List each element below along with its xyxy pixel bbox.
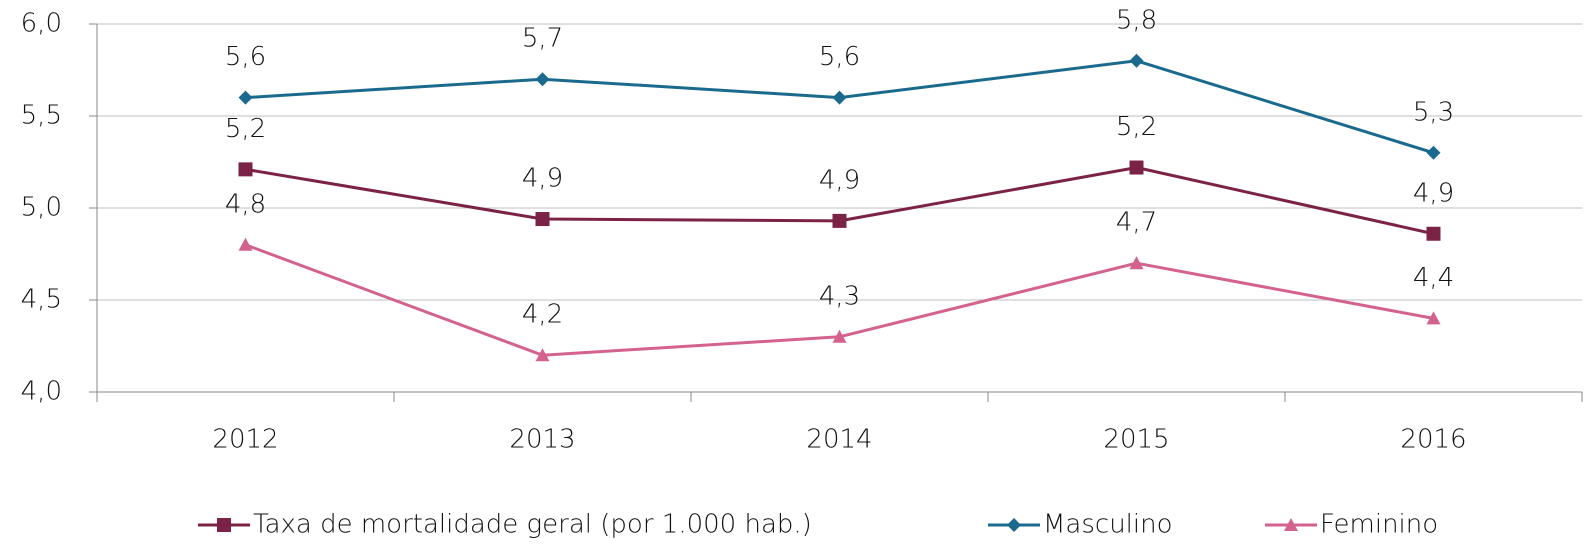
data-label: 4,7 — [1116, 208, 1157, 238]
legend-label: Masculino — [1043, 510, 1173, 540]
data-label: 5,2 — [1116, 112, 1157, 142]
y-tick-label: 4,5 — [21, 285, 62, 315]
y-tick-label: 6,0 — [21, 9, 62, 39]
legend-marker — [1284, 518, 1298, 531]
data-point — [832, 90, 847, 105]
data-point — [1129, 256, 1144, 270]
y-tick-label: 4,0 — [21, 377, 62, 407]
data-point — [1426, 311, 1441, 325]
data-label: 4,4 — [1413, 263, 1454, 293]
legend-marker — [1007, 518, 1021, 532]
x-tick-label: 2015 — [1103, 425, 1169, 455]
data-label: 5,6 — [225, 42, 266, 72]
x-tick-label: 2014 — [806, 425, 872, 455]
data-label: 5,8 — [1116, 5, 1157, 35]
data-label: 4,3 — [819, 281, 860, 311]
series-line — [245, 59, 1434, 155]
data-point — [1426, 145, 1441, 160]
data-label: 5,3 — [1413, 97, 1454, 127]
data-label: 4,9 — [1413, 178, 1454, 208]
data-label: 5,6 — [819, 42, 860, 72]
legend-marker — [217, 518, 231, 532]
legend-label: Taxa de mortalidade geral (por 1.000 hab… — [253, 510, 812, 540]
data-label: 4,9 — [522, 164, 563, 194]
data-label: 4,2 — [522, 300, 563, 330]
data-label: 5,7 — [522, 24, 563, 54]
data-point — [535, 212, 550, 227]
y-tick-label: 5,0 — [21, 193, 62, 223]
data-point — [238, 90, 253, 105]
data-point — [535, 348, 550, 362]
data-point — [1129, 160, 1144, 175]
data-point — [1426, 226, 1441, 241]
data-point — [832, 213, 847, 228]
data-point — [238, 237, 253, 251]
data-point — [238, 162, 253, 177]
data-label: 5,2 — [225, 114, 266, 144]
data-point — [535, 72, 550, 87]
x-tick-label: 2013 — [509, 425, 575, 455]
x-tick-label: 2012 — [212, 425, 278, 455]
data-label: 4,8 — [225, 189, 266, 219]
data-point — [832, 329, 847, 343]
data-label: 4,9 — [819, 165, 860, 195]
data-point — [1129, 53, 1144, 68]
legend-label: Feminino — [1320, 510, 1438, 540]
x-tick-label: 2016 — [1400, 425, 1466, 455]
y-tick-label: 5,5 — [21, 101, 62, 131]
